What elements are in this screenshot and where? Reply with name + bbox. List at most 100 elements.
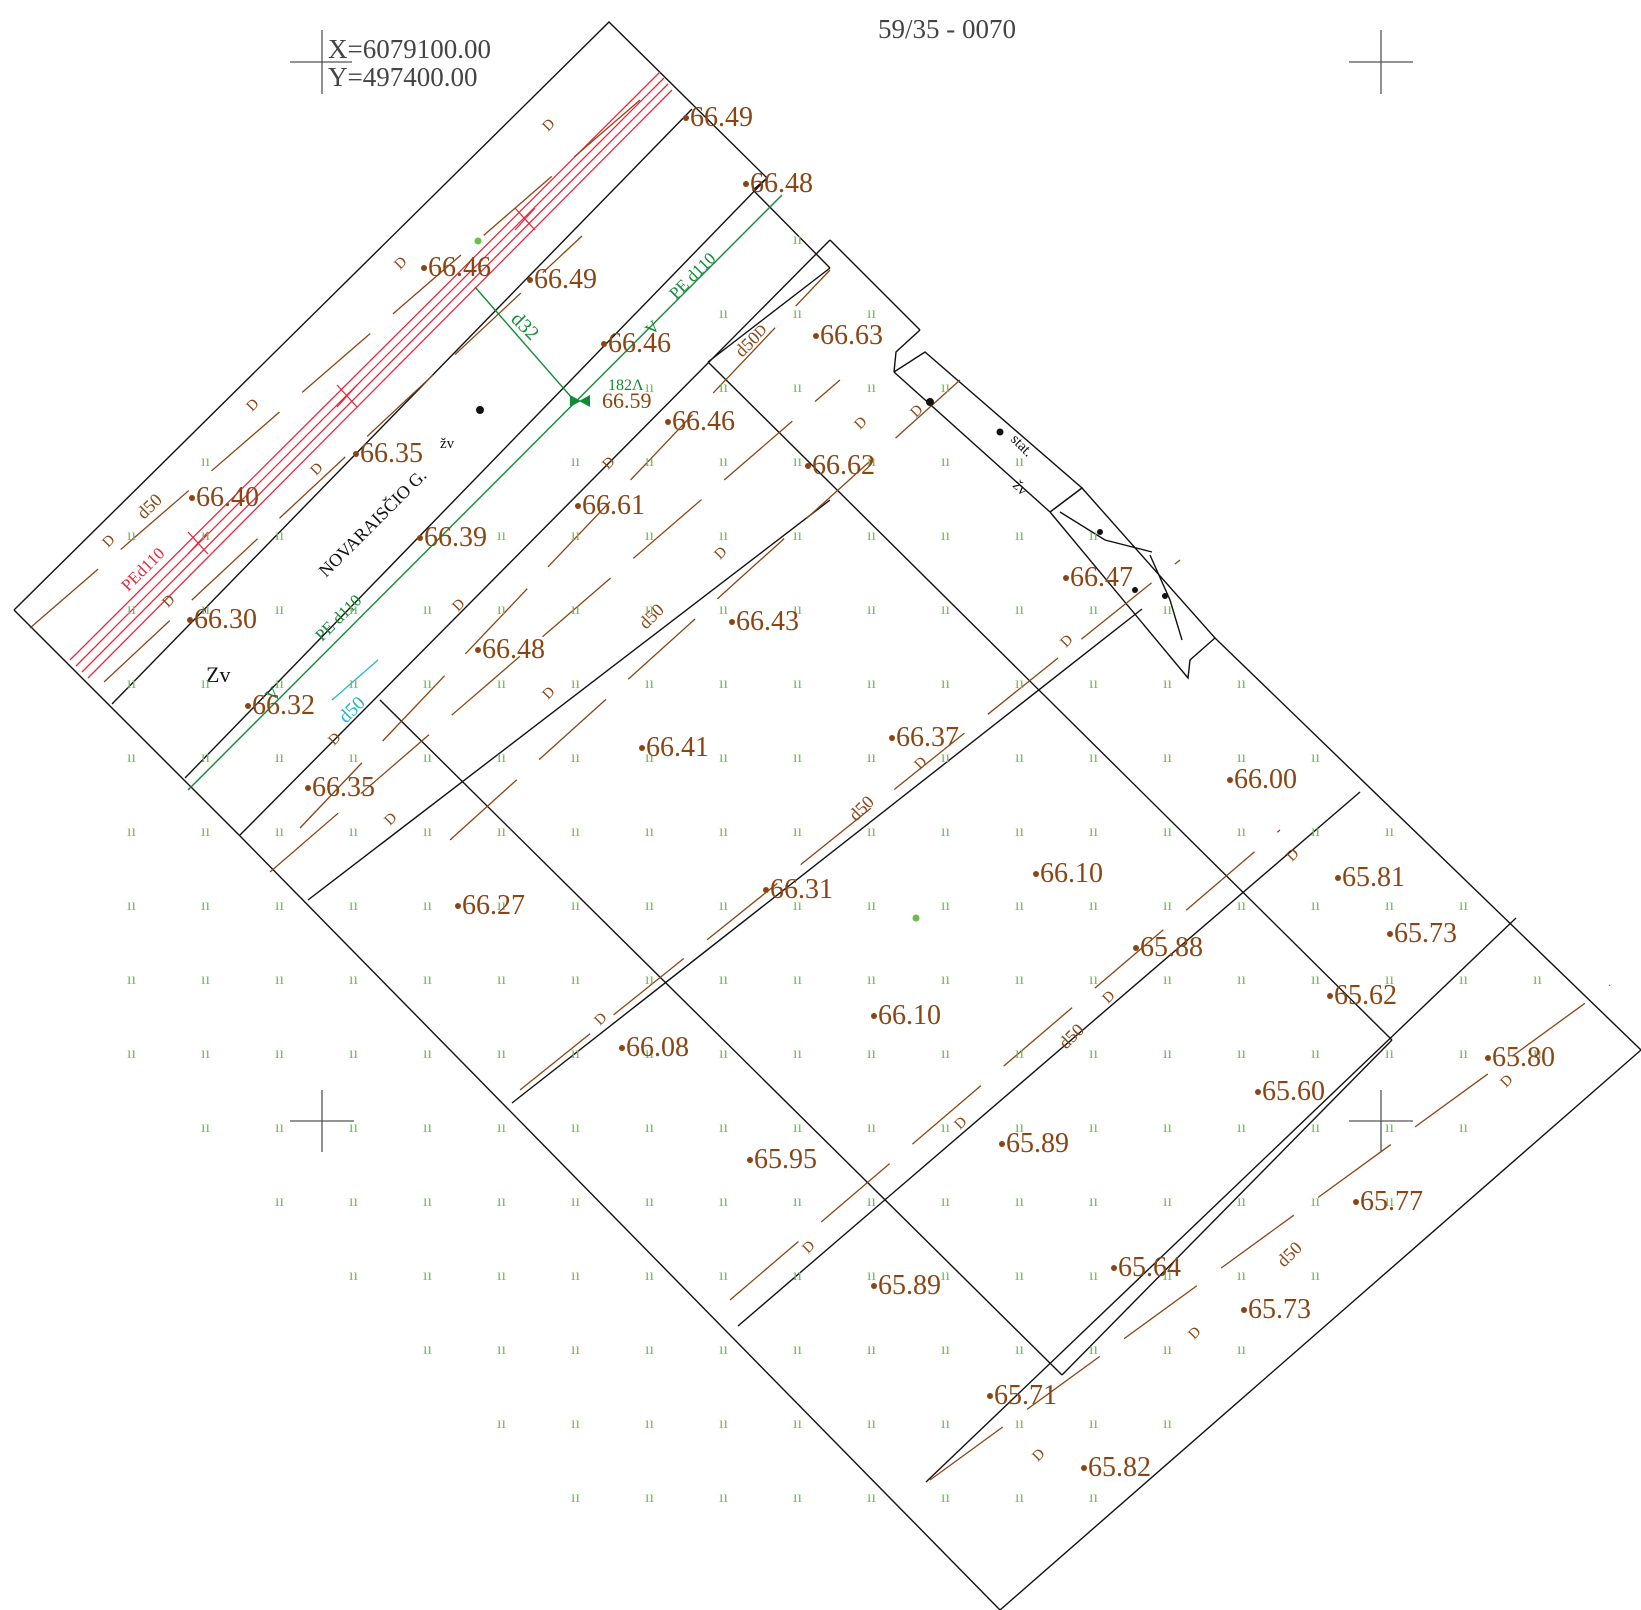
grass-symbol: ıı bbox=[941, 1119, 950, 1136]
grass-symbol: ıı bbox=[1385, 897, 1394, 914]
grass-symbol: ıı bbox=[1089, 1119, 1098, 1136]
grass-symbol: ıı bbox=[1459, 971, 1468, 988]
grass-symbol: ıı bbox=[793, 453, 802, 470]
elevation-dot bbox=[527, 277, 533, 283]
grass-symbol: ıı bbox=[1089, 823, 1098, 840]
elevation-value: 65.88 bbox=[1140, 932, 1203, 963]
grass-symbol: ıı bbox=[127, 971, 136, 988]
grass-symbol: ıı bbox=[645, 1119, 654, 1136]
grass-symbol: ıı bbox=[1385, 971, 1394, 988]
point-symbols bbox=[476, 398, 1168, 599]
grass-symbol: ıı bbox=[127, 897, 136, 914]
grass-symbol: ıı bbox=[719, 1415, 728, 1432]
elevation-dot bbox=[871, 1013, 877, 1019]
grass-symbol: ıı bbox=[571, 1119, 580, 1136]
grass-symbol: ıı bbox=[867, 1341, 876, 1358]
grass-symbol: ıı bbox=[645, 1193, 654, 1210]
elevation-dot bbox=[1227, 777, 1233, 783]
grass-symbol: ıı bbox=[1089, 1415, 1098, 1432]
grass-symbol: ıı bbox=[423, 1119, 432, 1136]
grass-symbol: ıı bbox=[1459, 897, 1468, 914]
elevation-point: 66.46 bbox=[665, 406, 735, 437]
grass-symbol: ıı bbox=[571, 1267, 580, 1284]
grass-symbol: ıı bbox=[1163, 1193, 1172, 1210]
elevation-point: 66.46 bbox=[421, 252, 491, 283]
sewer-d-marker: D bbox=[800, 1238, 819, 1257]
elevation-value: 66.47 bbox=[1070, 562, 1133, 593]
grass-symbol: ıı bbox=[1163, 1267, 1172, 1284]
parcel-boundaries bbox=[13, 21, 1641, 1610]
sewer-d-marker: D bbox=[100, 532, 119, 551]
grid-crosshair-bottom-right bbox=[1349, 1090, 1413, 1152]
sewer-d-marker: D bbox=[592, 1010, 611, 1029]
elevation-dot bbox=[421, 265, 427, 271]
elevation-point: 66.31 bbox=[763, 874, 833, 905]
grass-symbol: ıı bbox=[349, 1193, 358, 1210]
grass-symbols: ıı ıı ıı ıı ıı ıı ıı ıı ıı ıı ıı ıı ıı ıı ıı ıı ıı ıı ıı ıı… bbox=[127, 231, 1542, 1506]
svg-text:d50: d50 bbox=[1055, 1020, 1088, 1053]
grass-symbol: ıı bbox=[571, 1489, 580, 1506]
sewer-d-marker: D bbox=[952, 1114, 971, 1133]
elevation-point: 66.00 bbox=[1227, 764, 1297, 795]
grass-symbol: ıı bbox=[497, 823, 506, 840]
elevation-value: 66.46 bbox=[608, 328, 671, 359]
elevation-dot bbox=[417, 535, 423, 541]
elevation-point: 66.63 bbox=[813, 320, 883, 351]
grass-symbol: ıı bbox=[127, 823, 136, 840]
grass-symbol: ıı bbox=[1089, 1193, 1098, 1210]
grass-symbol: ıı bbox=[497, 1193, 506, 1210]
grass-symbol: ıı bbox=[497, 1119, 506, 1136]
grass-symbol: ıı bbox=[275, 971, 284, 988]
grass-symbol: ıı bbox=[867, 379, 876, 396]
grass-symbol: ıı bbox=[867, 823, 876, 840]
grass-symbol: ıı bbox=[1015, 453, 1024, 470]
grass-symbol: ıı bbox=[201, 527, 210, 544]
sewer-d-marker: D bbox=[540, 684, 559, 703]
grass-symbol: ıı bbox=[1237, 1341, 1246, 1358]
elevation-value: 65.80 bbox=[1492, 1042, 1555, 1073]
grass-symbol: ıı bbox=[1163, 1119, 1172, 1136]
elevation-dot bbox=[889, 735, 895, 741]
grass-symbol: ıı bbox=[645, 601, 654, 618]
grass-symbol: ıı bbox=[1237, 1267, 1246, 1284]
hydrant-icon bbox=[570, 395, 590, 407]
grass-symbol: ıı bbox=[571, 897, 580, 914]
grass-symbol: ıı bbox=[1089, 897, 1098, 914]
elevation-point: 65.81 bbox=[1335, 862, 1405, 893]
sewer-pipes bbox=[29, 99, 1611, 1481]
grass-symbol: ıı bbox=[201, 1119, 210, 1136]
elevation-dot bbox=[805, 463, 811, 469]
hydrant-elevation: 66.59 bbox=[602, 388, 652, 413]
elevation-dot bbox=[575, 503, 581, 509]
grass-symbol: ıı bbox=[423, 1193, 432, 1210]
grass-symbol: ıı bbox=[645, 749, 654, 766]
grass-symbol: ıı bbox=[201, 749, 210, 766]
elevation-point: 66.48 bbox=[743, 168, 813, 199]
grass-symbol: ıı bbox=[719, 1119, 728, 1136]
grass-symbol: ıı bbox=[1015, 527, 1024, 544]
grass-symbol: ıı bbox=[423, 1341, 432, 1358]
grass-symbol: ıı bbox=[645, 1267, 654, 1284]
grass-symbol: ıı bbox=[423, 1267, 432, 1284]
elevation-point: 66.48 bbox=[475, 634, 545, 665]
elevation-dot bbox=[619, 1045, 625, 1051]
grass-symbol: ıı bbox=[1163, 601, 1172, 618]
grass-symbol: ıı bbox=[793, 1267, 802, 1284]
elevation-point: 66.10 bbox=[871, 1000, 941, 1031]
elevation-point: 66.08 bbox=[619, 1032, 689, 1063]
elevation-dot bbox=[601, 341, 607, 347]
sewer-d-marker: D bbox=[382, 810, 401, 829]
grass-symbol: ıı bbox=[571, 749, 580, 766]
elevation-dot bbox=[1335, 875, 1341, 881]
grass-symbol: ıı bbox=[719, 1489, 728, 1506]
grass-symbol: ıı bbox=[645, 1341, 654, 1358]
elevation-point: 65.89 bbox=[999, 1128, 1069, 1159]
grass-symbol: ıı bbox=[275, 1119, 284, 1136]
elevation-value: 66.48 bbox=[482, 634, 545, 665]
grass-symbol: ıı bbox=[571, 675, 580, 692]
sewer-d-marker: D bbox=[852, 414, 871, 433]
grass-symbol: ıı bbox=[719, 379, 728, 396]
elevation-point: 66.37 bbox=[889, 722, 959, 753]
grass-symbol: ıı bbox=[719, 453, 728, 470]
elevation-point: 66.49 bbox=[683, 102, 753, 133]
